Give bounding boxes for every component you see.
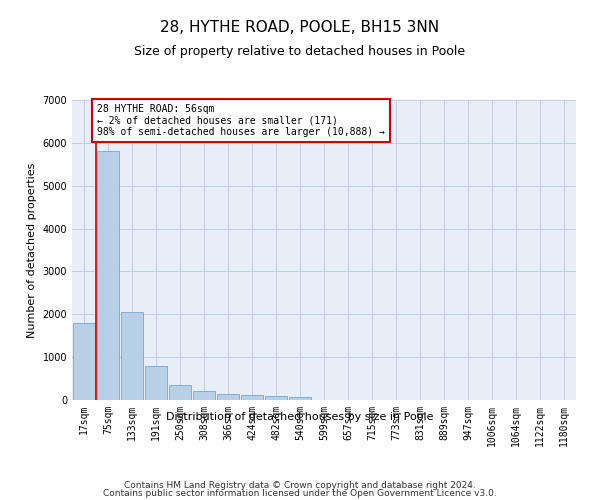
Bar (169, 386, 191, 400)
Bar (97, 152, 119, 400)
Text: Distribution of detached houses by size in Poole: Distribution of detached houses by size … (166, 412, 434, 422)
Text: 28, HYTHE ROAD, POOLE, BH15 3NN: 28, HYTHE ROAD, POOLE, BH15 3NN (160, 20, 440, 35)
Bar (265, 396, 287, 400)
Text: Size of property relative to detached houses in Poole: Size of property relative to detached ho… (134, 45, 466, 58)
Text: 28 HYTHE ROAD: 56sqm
← 2% of detached houses are smaller (171)
98% of semi-detac: 28 HYTHE ROAD: 56sqm ← 2% of detached ho… (97, 104, 385, 138)
Text: Contains HM Land Registry data © Crown copyright and database right 2024.: Contains HM Land Registry data © Crown c… (124, 481, 476, 490)
Y-axis label: Number of detached properties: Number of detached properties (27, 162, 37, 338)
Bar (121, 312, 143, 400)
Bar (193, 392, 215, 400)
Text: Contains public sector information licensed under the Open Government Licence v3: Contains public sector information licen… (103, 488, 497, 498)
Bar (145, 366, 167, 400)
Bar (73, 323, 95, 400)
Bar (289, 396, 311, 400)
Bar (241, 396, 263, 400)
Bar (217, 394, 239, 400)
